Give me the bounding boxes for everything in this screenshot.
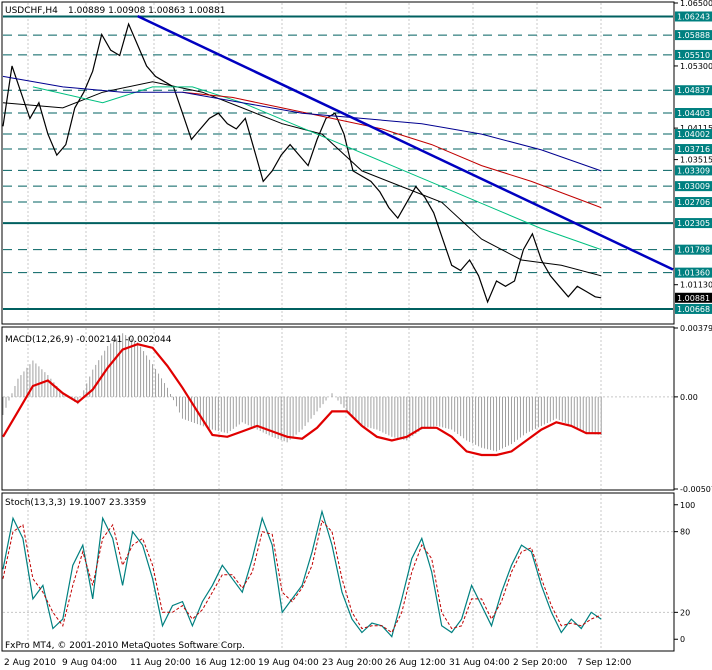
x-axis-label: 11 Aug 20:00 (130, 658, 191, 668)
macd-tick-label: 0.00 (680, 393, 698, 402)
macd-tick-label: -0.00507 (680, 485, 712, 494)
stoch-series (2, 509, 673, 638)
level-label: 1.03009 (677, 182, 710, 191)
stoch-tick-label: 100 (680, 501, 695, 510)
ma-short-line (2, 81, 602, 277)
level-label-box (675, 292, 712, 303)
axis-labels: 2 Aug 2010 9 Aug 04:00 11 Aug 20:00 16 Aug … (4, 0, 712, 668)
level-label: 1.04403 (677, 109, 710, 118)
price-tick-label: 1.03515 (680, 156, 712, 165)
level-label: 1.05888 (677, 31, 710, 40)
level-label-box (675, 85, 712, 96)
trendline-line (137, 14, 674, 271)
stoch-tick-label: 20 (680, 608, 690, 617)
price-tick-label: 1.06500 (680, 0, 712, 8)
price-tick-label: 1.04115 (680, 124, 712, 133)
macd-label: MACD(12,26,9) -0.002141 -0.002044 (5, 335, 172, 345)
level-label-box (675, 144, 712, 155)
ohlc-values: 1.00889 1.00908 1.00863 1.00881 (68, 6, 225, 16)
level-label-box (675, 244, 712, 255)
price-line (2, 22, 602, 304)
level-label: 1.01798 (677, 246, 710, 255)
x-axis-label: 31 Aug 04:00 (449, 658, 510, 668)
level-label: 1.02305 (677, 219, 710, 228)
support-resistance-levels (3, 15, 673, 310)
x-axis-label: 23 Aug 20:00 (322, 658, 383, 668)
level-label-box (675, 165, 712, 176)
x-axis-label: 2 Aug 2010 (4, 658, 56, 668)
level-label-box (675, 218, 712, 229)
ma-blue-line (2, 75, 602, 172)
ma-green-line (32, 86, 602, 251)
level-label: 1.01360 (677, 269, 710, 278)
level-label: 1.02706 (677, 198, 710, 207)
stoch-pane-frame[interactable] (1, 492, 675, 652)
macd-tick-label: 0.00379 (680, 324, 712, 333)
level-label-box (675, 197, 712, 208)
level-label: 1.00881 (677, 294, 710, 303)
x-axis-label: 16 Aug 12:00 (195, 658, 256, 668)
price-pane-frame[interactable] (1, 1, 675, 325)
level-label-box (675, 129, 712, 140)
x-axis-label: 2 Sep 20:00 (513, 658, 568, 668)
macd-signal-line (2, 343, 602, 457)
ma-red-line (182, 91, 602, 209)
x-axis-label: 7 Sep 12:00 (577, 658, 632, 668)
copyright-footer: FxPro MT4, © 2001-2010 MetaQuotes Softwa… (5, 641, 245, 651)
level-label: 1.06243 (677, 12, 710, 21)
level-label: 1.04002 (677, 130, 710, 139)
level-label-box (675, 303, 712, 314)
price-tick-label: 1.01130 (680, 281, 712, 290)
level-label: 1.05510 (677, 51, 710, 60)
symbol-title: USDCHF,H4 (5, 6, 58, 16)
level-label-box (675, 49, 712, 60)
x-axis-label: 26 Aug 12:00 (385, 658, 446, 668)
macd-pane-frame[interactable] (1, 326, 675, 491)
x-axis-label: 9 Aug 04:00 (62, 658, 117, 668)
stoch-k-line (2, 509, 602, 638)
level-label-box (675, 11, 712, 22)
stoch-label: Stoch(13,3,3) 19.1007 23.3359 (5, 498, 146, 508)
level-label: 1.03716 (677, 145, 710, 154)
x-axis-label: 19 Aug 04:00 (258, 658, 319, 668)
level-label: 1.04837 (677, 86, 710, 95)
stoch-tick-label: 0 (680, 635, 685, 644)
stoch-tick-label: 80 (680, 528, 690, 537)
price-series (2, 14, 674, 304)
level-label: 1.00668 (677, 305, 710, 314)
level-label: 1.03309 (677, 166, 710, 175)
price-tick-label: 1.05300 (680, 62, 712, 71)
level-label-box (675, 30, 712, 41)
level-label-box (675, 108, 712, 119)
level-label-box (675, 181, 712, 192)
stoch-d-line (2, 519, 602, 634)
level-label-box (675, 267, 712, 278)
macd-series (2, 333, 673, 457)
